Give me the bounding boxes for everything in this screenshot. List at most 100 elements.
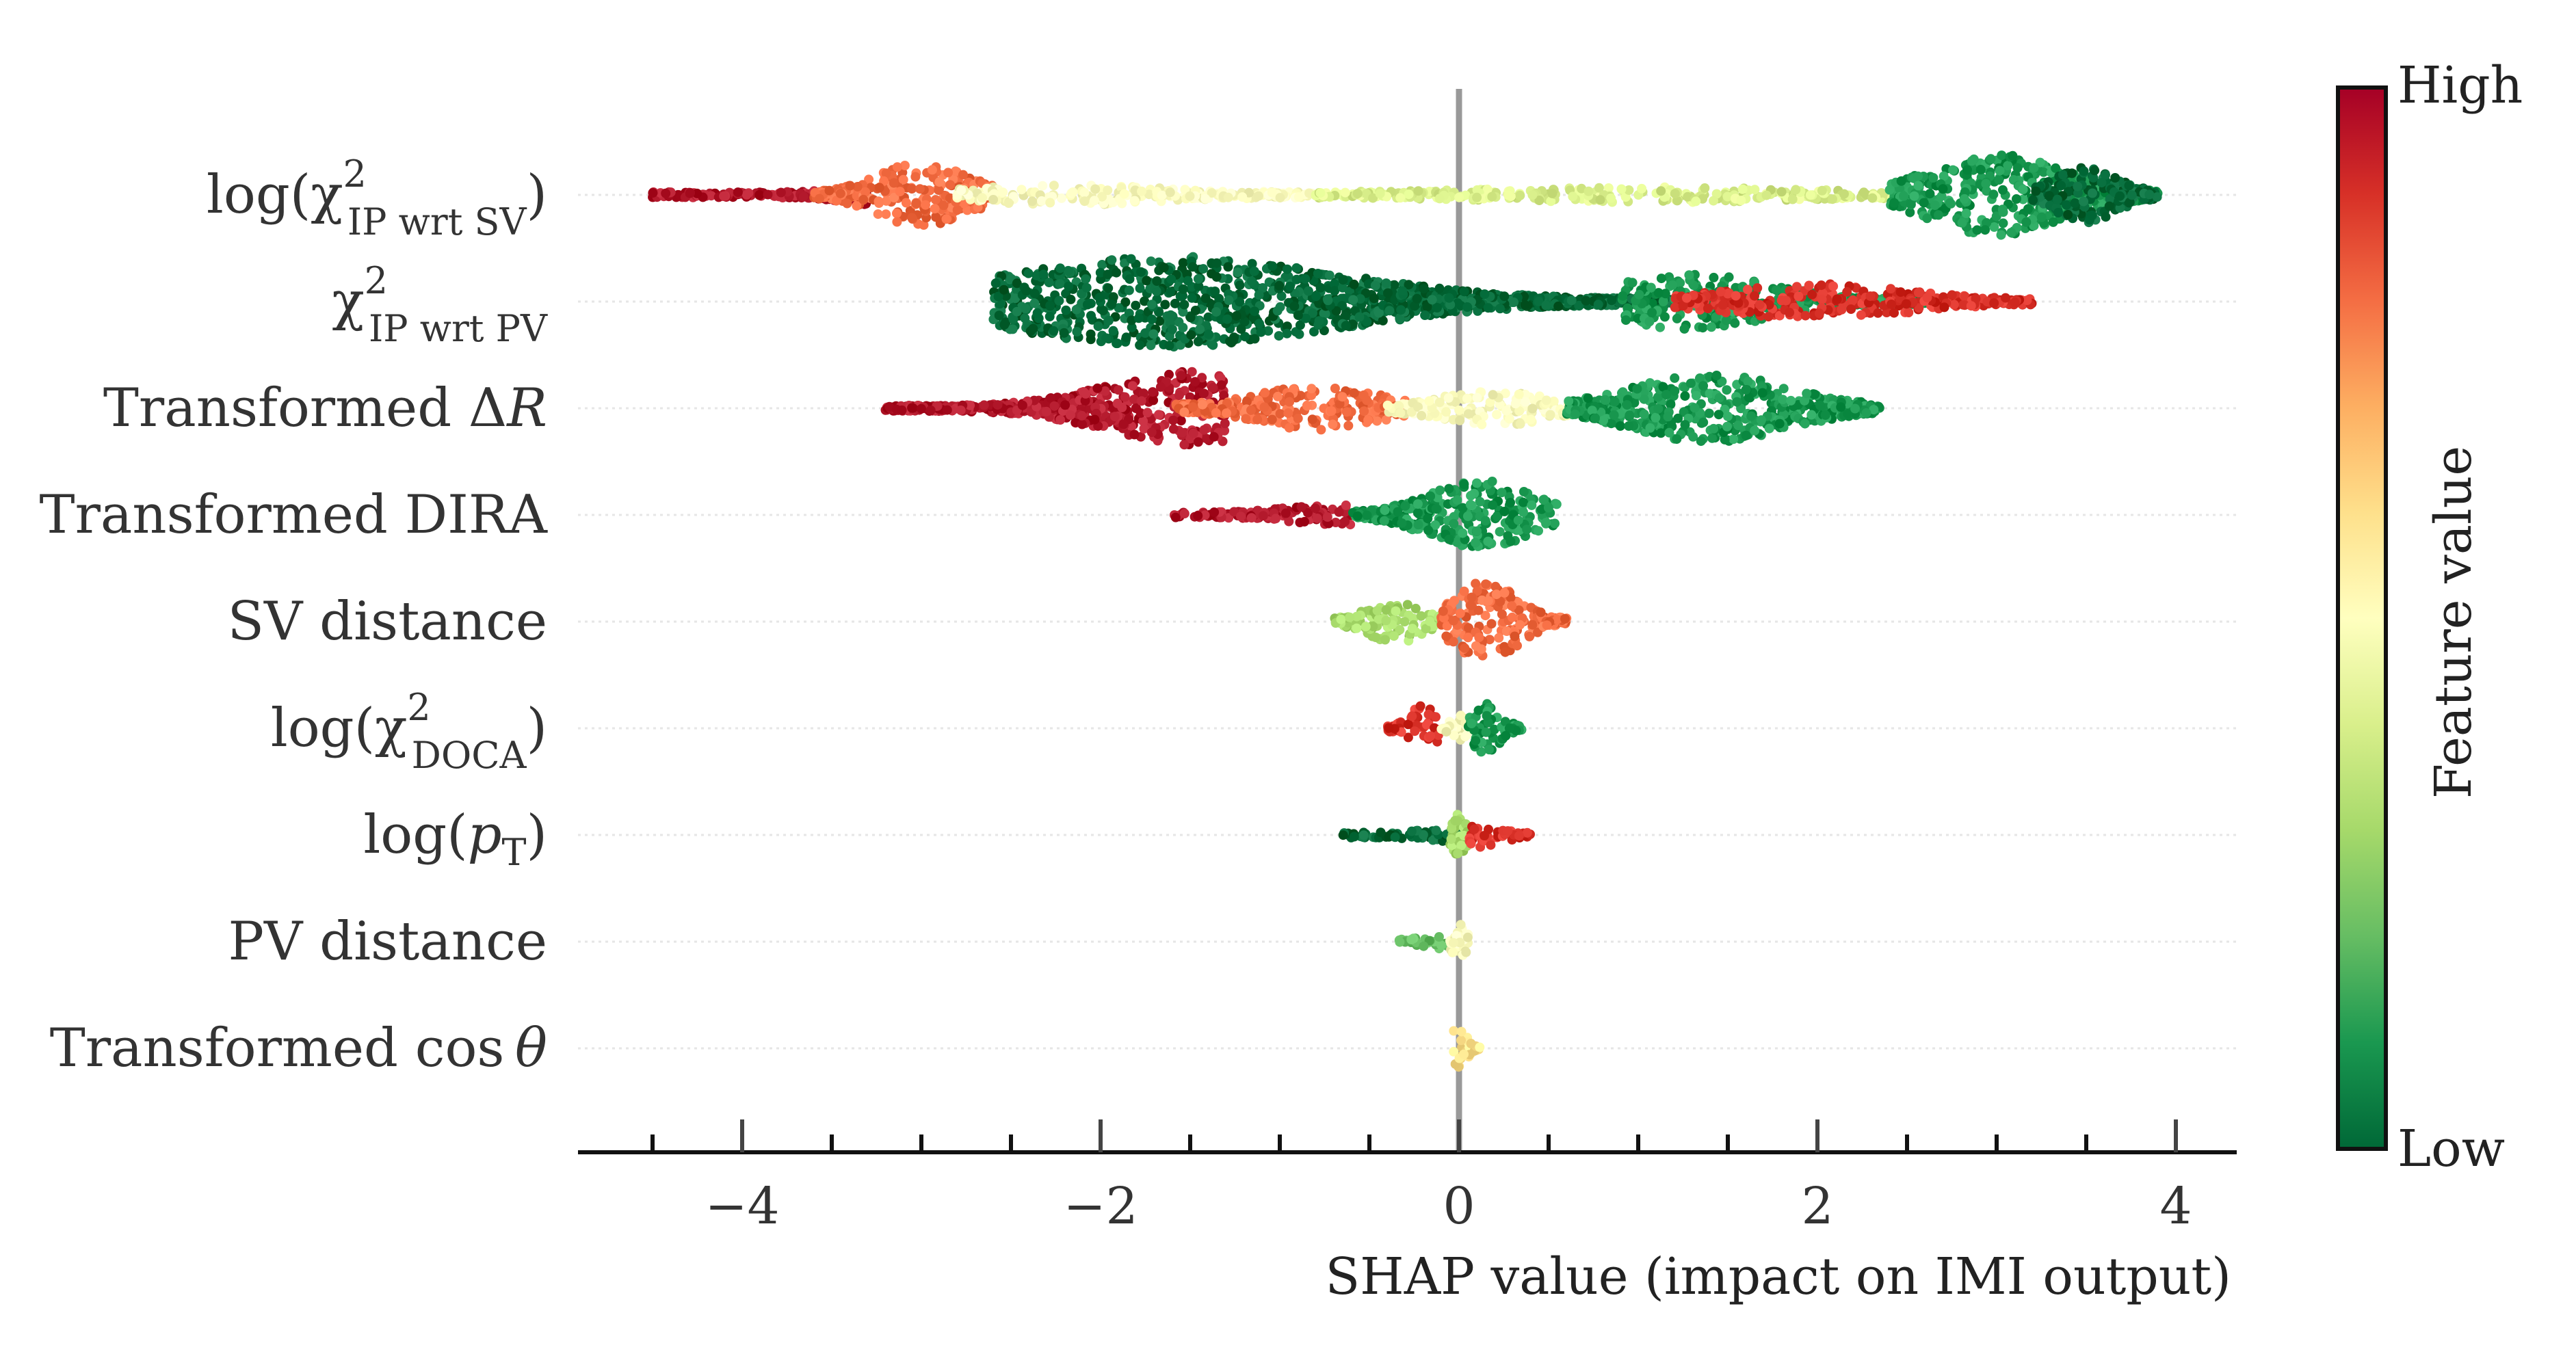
- shap-dot: [1167, 324, 1177, 334]
- shap-dot: [1501, 406, 1512, 416]
- shap-dot: [1151, 286, 1161, 296]
- shap-dot: [1228, 335, 1239, 345]
- shap-dot: [2036, 212, 2047, 222]
- shap-dot: [1846, 304, 1856, 315]
- shap-dot: [1774, 419, 1785, 429]
- shap-dot: [1785, 308, 1795, 318]
- shap-dot: [1842, 287, 1852, 297]
- shap-dot: [1166, 310, 1176, 320]
- shap-dot: [1454, 192, 1464, 202]
- shap-dot: [1077, 410, 1087, 421]
- shap-dot: [1427, 295, 1437, 305]
- shap-dot: [1223, 262, 1233, 272]
- shap-dot: [1097, 191, 1107, 202]
- shap-dot: [1082, 300, 1092, 310]
- shap-dot: [1541, 395, 1551, 406]
- shap-dot: [1515, 419, 1525, 429]
- shap-dot: [1146, 427, 1157, 438]
- shap-dot: [1307, 414, 1317, 425]
- shap-dot: [1805, 190, 1815, 200]
- shap-dot: [1510, 399, 1521, 409]
- shap-dot: [1284, 423, 1294, 433]
- shap-dot: [1520, 300, 1530, 310]
- shap-dot: [1615, 421, 1625, 431]
- shap-dot: [1049, 181, 1059, 191]
- shap-dot: [1203, 312, 1213, 322]
- shap-dot: [1211, 307, 1221, 317]
- shap-dot: [1168, 424, 1179, 434]
- shap-dot: [1137, 186, 1146, 196]
- shap-dot: [1285, 397, 1295, 407]
- shap-dot: [1323, 295, 1333, 306]
- shap-dot: [1670, 189, 1680, 199]
- shap-dot: [1698, 323, 1708, 333]
- shap-dot: [1246, 405, 1256, 415]
- shap-dot: [2029, 163, 2039, 173]
- shap-dot: [1583, 186, 1594, 196]
- shap-dot: [1867, 193, 1878, 203]
- shap-dot: [1413, 186, 1423, 196]
- shap-dot: [1120, 297, 1131, 307]
- shap-dot: [1198, 264, 1209, 274]
- shap-dot: [1049, 401, 1060, 411]
- shap-dot: [1190, 306, 1200, 315]
- shap-dot: [934, 177, 945, 187]
- shap-dot: [1216, 380, 1226, 390]
- shap-dot: [1267, 187, 1277, 198]
- shap-dot: [1190, 377, 1200, 387]
- shap-dot: [1061, 305, 1071, 315]
- shap-dot: [1223, 192, 1233, 202]
- shap-dot: [895, 187, 905, 197]
- shap-dot: [1178, 284, 1188, 294]
- shap-dot: [1341, 407, 1352, 417]
- shap-dot: [1459, 287, 1469, 297]
- shap-dot: [1210, 287, 1220, 296]
- shap-dot: [1363, 415, 1374, 425]
- shap-dot: [1754, 300, 1765, 310]
- shap-dot: [1017, 400, 1027, 410]
- shap-dot: [1761, 190, 1772, 200]
- shap-dot: [1108, 292, 1118, 302]
- shap-dot: [1185, 191, 1195, 201]
- shap-dot: [1253, 191, 1263, 201]
- shap-dot: [1044, 278, 1054, 288]
- shap-dot: [1741, 430, 1751, 440]
- shap-dot: [1606, 193, 1616, 203]
- shap-dot: [1369, 293, 1379, 304]
- shap-dot: [1527, 190, 1538, 200]
- shap-dot: [942, 405, 952, 415]
- shap-dot: [1313, 269, 1323, 278]
- shap-dot: [754, 190, 765, 200]
- shap-dot: [1170, 298, 1180, 308]
- shap-dot: [1090, 414, 1100, 425]
- shap-dot: [1741, 385, 1751, 395]
- shap-dot: [1817, 185, 1827, 196]
- shap-dot: [685, 187, 696, 198]
- shap-dot: [864, 174, 874, 185]
- shap-dot: [1495, 304, 1505, 314]
- shap-dot: [1176, 371, 1186, 381]
- shap-dot: [2062, 200, 2072, 210]
- shap-dot: [1186, 330, 1196, 340]
- shap-dot: [1632, 384, 1642, 394]
- shap-dot: [776, 187, 786, 198]
- shap-dot: [1743, 376, 1753, 386]
- shap-dot: [2101, 170, 2110, 180]
- shap-dot: [897, 405, 907, 415]
- shap-dot: [1703, 304, 1713, 314]
- shap-dot: [1609, 410, 1619, 420]
- shap-dot: [945, 180, 955, 190]
- shap-dot: [1127, 315, 1137, 326]
- shap-dot: [2105, 194, 2115, 204]
- shap-dot: [1957, 217, 1967, 228]
- shap-dot: [1463, 409, 1473, 419]
- shap-dot: [1059, 328, 1069, 338]
- shap-dot: [1925, 189, 1935, 199]
- shap-dot: [1291, 274, 1302, 284]
- shap-dot: [1263, 326, 1274, 336]
- shap-dot: [1027, 196, 1038, 207]
- shap-dot: [1249, 266, 1259, 276]
- shap-dot: [1324, 270, 1335, 280]
- shap-dot: [931, 212, 941, 222]
- shap-dot: [1127, 322, 1137, 332]
